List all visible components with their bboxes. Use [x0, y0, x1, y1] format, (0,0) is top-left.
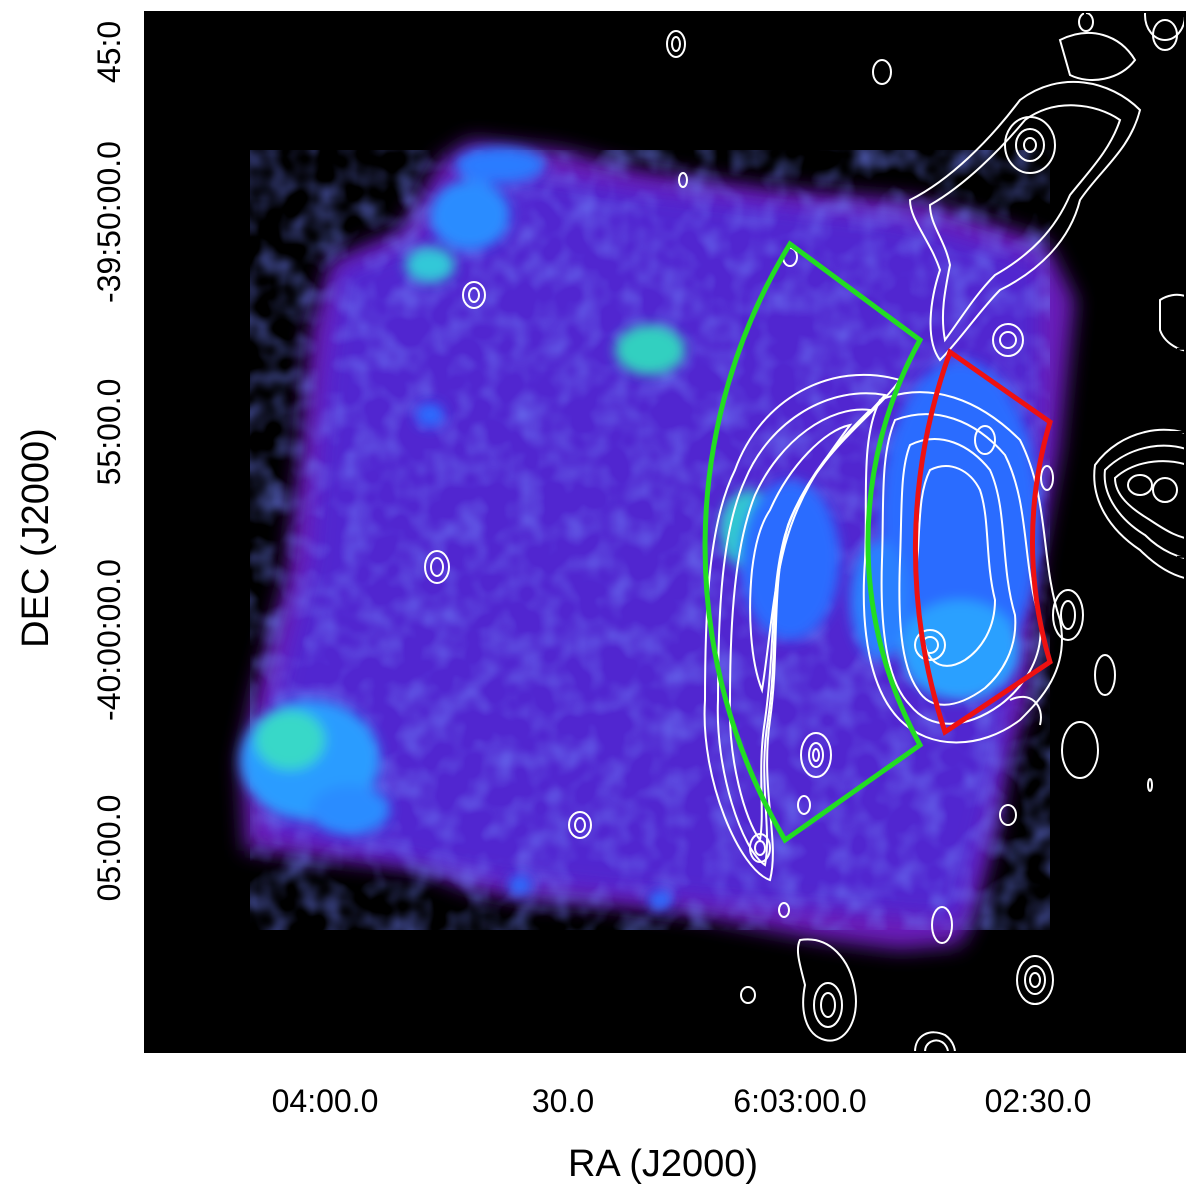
outer-sector-region: [702, 240, 924, 844]
y-tick-label: 05:00.0: [91, 795, 127, 902]
x-tick-label: 6:03:00.0: [733, 1083, 866, 1119]
sky-image: [145, 12, 1185, 1052]
y-tick-label: 55:00.0: [91, 379, 127, 486]
x-tick-label: 30.0: [532, 1083, 594, 1119]
y-tick-label: -40:00:00.0: [91, 559, 127, 721]
axis-ticks: [145, 12, 1185, 1052]
y-tick-label: -39:50:00.0: [91, 141, 127, 303]
y-tick-label: 45:0: [91, 21, 127, 83]
y-axis-title: DEC (J2000): [15, 428, 57, 648]
plot-frame: [144, 11, 1186, 1053]
x-tick-label: 04:00.0: [272, 1083, 379, 1119]
bright-emission: [240, 147, 1040, 910]
inner-sector-region: [912, 348, 1053, 736]
radio-contours: [424, 12, 1185, 1052]
x-tick-label: 02:30.0: [985, 1083, 1092, 1119]
x-axis-title: RA (J2000): [568, 1143, 758, 1185]
